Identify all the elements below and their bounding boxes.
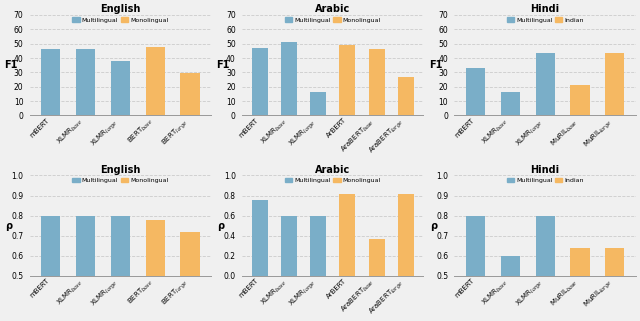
Bar — [466, 68, 485, 116]
Bar — [76, 49, 95, 116]
Bar — [281, 216, 297, 276]
Y-axis label: ρ: ρ — [429, 221, 437, 231]
Legend: Multilingual, Monolingual: Multilingual, Monolingual — [72, 17, 168, 22]
Y-axis label: ρ: ρ — [218, 221, 225, 231]
Bar — [605, 248, 625, 321]
Bar — [310, 216, 326, 276]
Y-axis label: F1: F1 — [4, 60, 17, 70]
Bar — [146, 220, 164, 321]
Bar — [252, 200, 268, 276]
Title: Arabic: Arabic — [315, 165, 350, 175]
Bar — [76, 216, 95, 321]
Title: Hindi: Hindi — [531, 4, 560, 14]
Title: English: English — [100, 4, 141, 14]
Bar — [369, 49, 385, 116]
Legend: Multilingual, Indian: Multilingual, Indian — [506, 17, 584, 22]
Y-axis label: F1: F1 — [429, 60, 442, 70]
Bar — [252, 48, 268, 116]
Bar — [369, 239, 385, 276]
Title: English: English — [100, 165, 141, 175]
Bar — [180, 73, 200, 116]
Y-axis label: ρ: ρ — [5, 221, 12, 231]
Bar — [500, 92, 520, 116]
Bar — [570, 248, 589, 321]
Bar — [111, 216, 130, 321]
Bar — [398, 77, 414, 116]
Bar — [536, 53, 555, 116]
Bar — [180, 232, 200, 321]
Bar — [398, 194, 414, 276]
Bar — [570, 85, 589, 116]
Title: Arabic: Arabic — [315, 4, 350, 14]
Bar — [536, 216, 555, 321]
Legend: Multilingual, Monolingual: Multilingual, Monolingual — [285, 178, 381, 183]
Bar — [339, 45, 355, 116]
Bar — [41, 216, 60, 321]
Bar — [466, 216, 485, 321]
Bar — [605, 53, 625, 116]
Bar — [500, 256, 520, 321]
Bar — [310, 92, 326, 116]
Bar — [146, 47, 164, 116]
Bar — [111, 61, 130, 116]
Title: Hindi: Hindi — [531, 165, 560, 175]
Y-axis label: F1: F1 — [216, 60, 230, 70]
Legend: Multilingual, Monolingual: Multilingual, Monolingual — [72, 178, 168, 183]
Bar — [281, 42, 297, 116]
Bar — [339, 194, 355, 276]
Bar — [41, 49, 60, 116]
Legend: Multilingual, Indian: Multilingual, Indian — [506, 178, 584, 183]
Legend: Multilingual, Monolingual: Multilingual, Monolingual — [285, 17, 381, 22]
